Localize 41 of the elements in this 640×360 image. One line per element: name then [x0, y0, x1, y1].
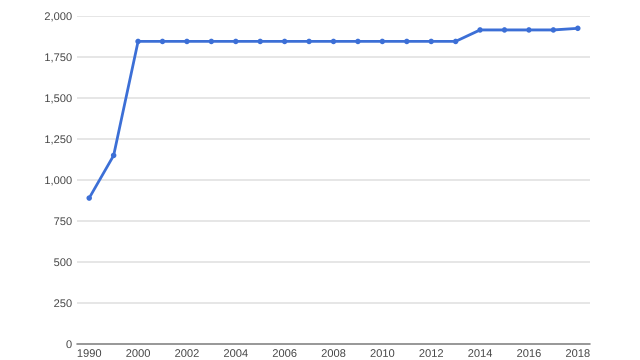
point [404, 38, 410, 44]
x-tick-label: 2012 [419, 349, 444, 358]
x-tick-label: 2008 [322, 349, 346, 358]
y-tick-label: 0 [66, 340, 72, 348]
y-tick-label: 250 [54, 299, 72, 308]
x-tick-label: 2016 [517, 349, 541, 358]
point [282, 38, 288, 44]
point [330, 38, 336, 44]
point [208, 38, 214, 44]
point [184, 38, 190, 44]
x-tick-label: 2010 [370, 349, 394, 358]
point [86, 195, 92, 201]
point [160, 38, 166, 44]
x-tick-label: 1990 [78, 349, 102, 358]
point [502, 27, 508, 33]
point [355, 38, 361, 44]
y-tick-label: 1,250 [45, 135, 72, 144]
point [452, 38, 458, 44]
y-tick-label: 2,000 [44, 12, 72, 22]
point [233, 38, 239, 44]
x-tick-label: 2006 [272, 349, 297, 358]
y-tick-label: 1,750 [45, 53, 72, 62]
y-tick-label: 1,500 [45, 94, 72, 104]
point [526, 27, 532, 33]
point [135, 38, 141, 44]
y-tick-label: 1,000 [45, 176, 72, 186]
x-tick-label: 2004 [224, 349, 248, 358]
point [428, 38, 434, 44]
point [550, 27, 556, 33]
point [575, 26, 581, 32]
x-tick-label: 2002 [175, 349, 199, 358]
x-tick-label: 2014 [468, 349, 492, 358]
x-tick-label: 2000 [126, 349, 150, 358]
point [257, 38, 263, 44]
point [306, 38, 312, 44]
y-tick-label: 500 [54, 258, 72, 266]
point [110, 152, 116, 158]
point [477, 27, 483, 33]
y-tick-label: 750 [54, 217, 72, 226]
point [380, 38, 386, 44]
x-tick-label: 2018 [566, 349, 590, 358]
